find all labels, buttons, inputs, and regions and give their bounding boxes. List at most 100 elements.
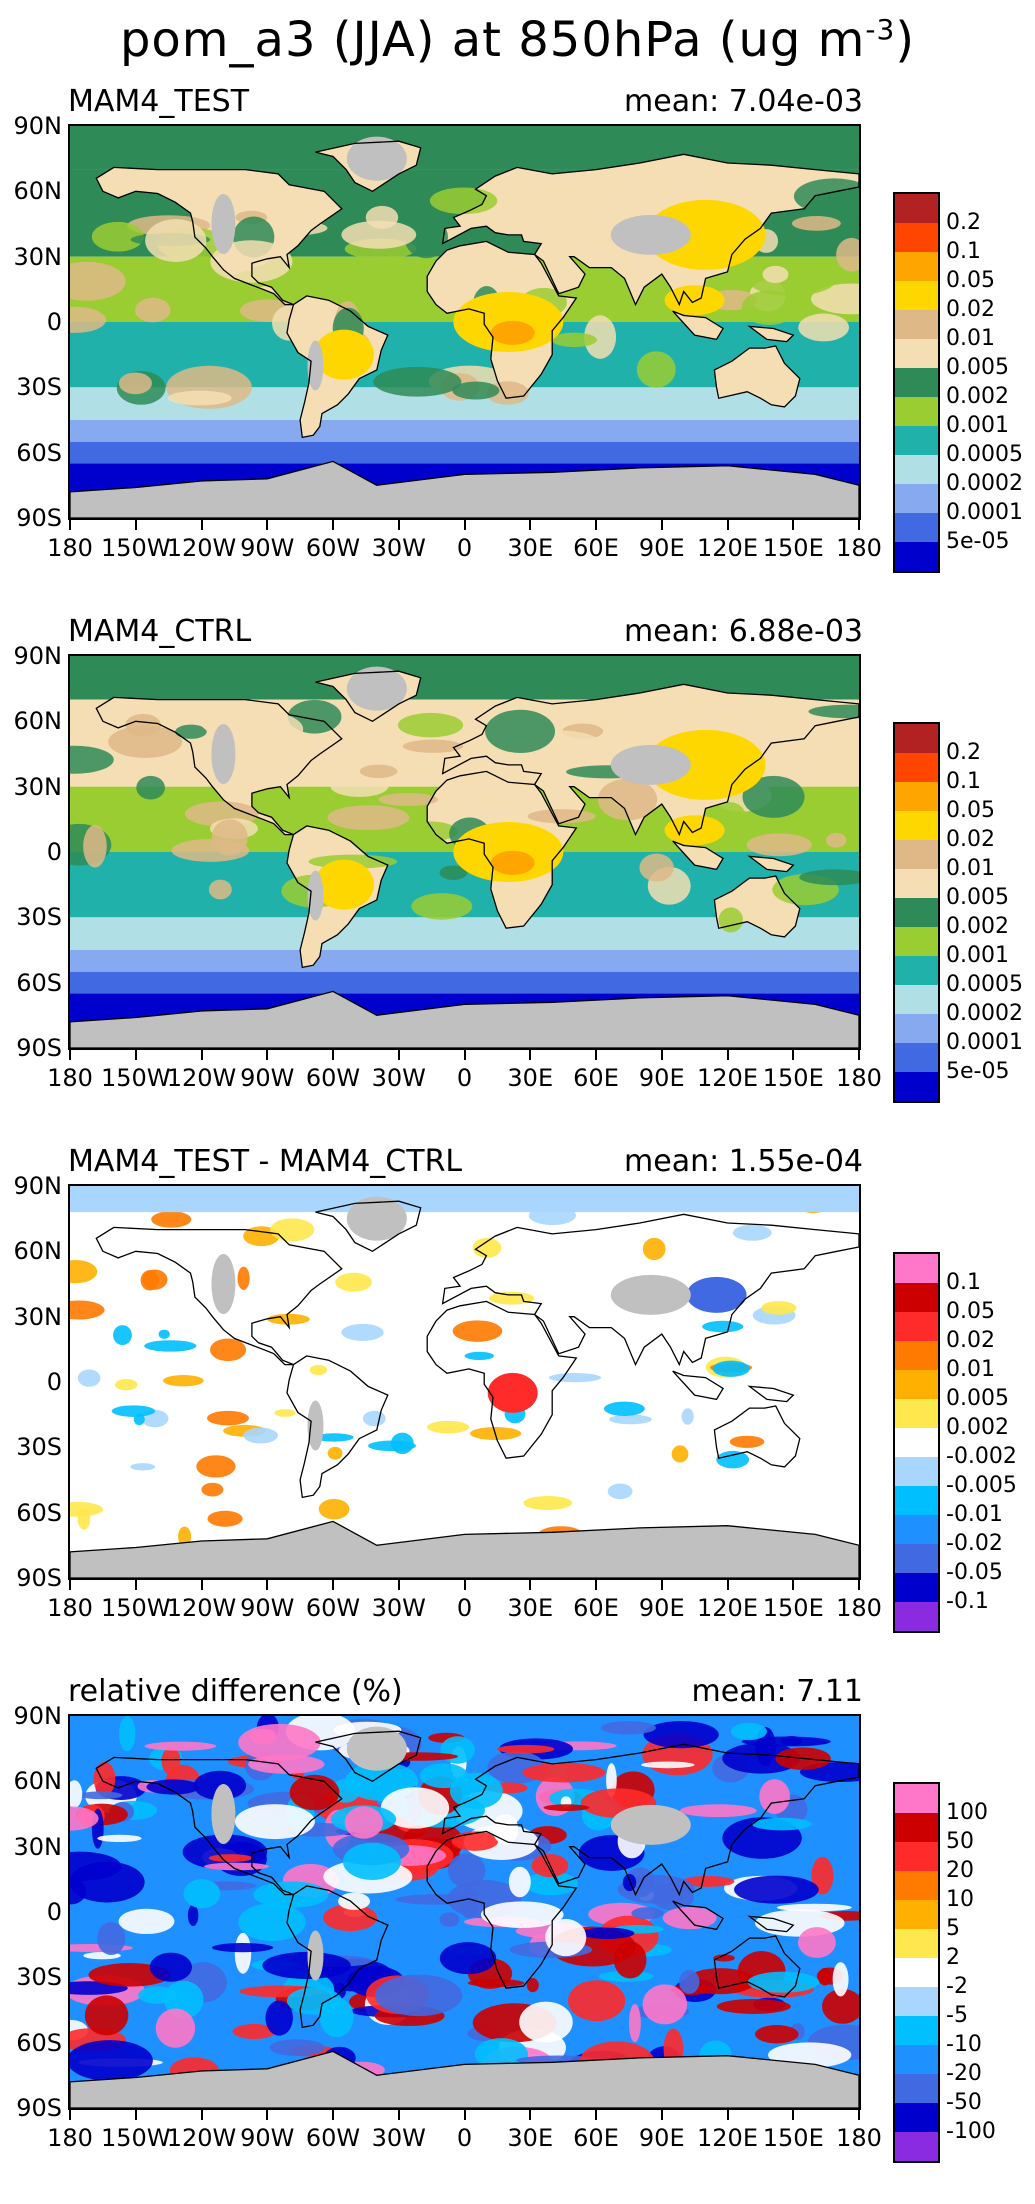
colorbar-swatch <box>895 898 938 927</box>
lon-tick-label: 90E <box>638 1064 685 1092</box>
lon-tick-label: 150E <box>762 2124 824 2152</box>
colorbar-label: 0.2 <box>946 740 981 765</box>
lon-tick-mark <box>134 1050 137 1060</box>
colorbar-label: -50 <box>946 2090 982 2115</box>
lon-tick-label: 60E <box>573 1594 619 1622</box>
colorbar-label: -100 <box>946 2119 996 2144</box>
colorbar-label: -20 <box>946 2061 982 2086</box>
colorbar-label: 5 <box>946 1916 960 1941</box>
colorbar-swatch <box>895 1428 938 1457</box>
lon-tick-mark <box>134 2110 137 2120</box>
lon-tick-mark <box>134 1580 137 1590</box>
lon-tick-mark <box>200 2110 203 2120</box>
lat-tick-label: 90N <box>13 1702 63 1730</box>
lon-tick-mark <box>726 1050 729 1060</box>
colorbar-swatch <box>895 368 938 397</box>
lat-tick-label: 60N <box>13 177 63 206</box>
colorbar <box>893 1782 940 2163</box>
colorbar-label: 0.005 <box>946 1386 1009 1411</box>
colorbar-label: 0.0001 <box>946 500 1023 525</box>
lon-tick-label: 30W <box>371 1064 426 1092</box>
lon-tick-label: 0 <box>456 1594 473 1622</box>
lon-tick-label: 90W <box>240 1594 295 1622</box>
colorbar-swatch <box>895 1987 938 2016</box>
lat-tick-label: 0 <box>46 1368 62 1396</box>
lon-tick-label: 180 <box>836 1594 882 1622</box>
lon-tick-mark <box>200 520 203 530</box>
lon-tick-mark <box>332 1050 334 1060</box>
colorbar-swatch <box>895 2132 938 2161</box>
lat-tick-label: 30N <box>13 1832 63 1861</box>
lon-tick-label: 120E <box>697 1064 758 1092</box>
lon-tick-label: 90E <box>638 2124 685 2152</box>
map-plot <box>68 654 861 1050</box>
lon-tick-label: 0 <box>456 1064 473 1092</box>
lon-tick-mark <box>660 2110 663 2120</box>
lon-tick-mark <box>69 2110 71 2120</box>
lon-tick-mark <box>726 520 729 530</box>
colorbar-swatch <box>895 1871 938 1900</box>
map-panel-4: relative difference (%) mean: 7.11 90N 60N 3… <box>0 1674 1035 2204</box>
colorbar-label: 0.0002 <box>946 471 1023 496</box>
colorbar-label: 0.001 <box>946 413 1009 438</box>
lat-tick-label: 30S <box>16 1963 62 1992</box>
panel-label: relative difference (%) <box>68 1674 403 1709</box>
lon-tick-label: 120E <box>697 2124 758 2152</box>
lon-tick-label: 120W <box>166 1594 237 1622</box>
colorbar-swatch <box>895 2045 938 2074</box>
colorbar-label: -10 <box>946 2032 982 2057</box>
colorbar-label: 0.01 <box>946 326 995 351</box>
lon-tick-mark <box>266 1050 269 1060</box>
lat-tick-label: 90N <box>13 112 63 140</box>
lat-tick-label: 60N <box>13 1237 63 1266</box>
colorbar-swatch <box>895 2103 938 2132</box>
colorbar-label: 0.05 <box>946 1299 995 1324</box>
lon-tick-mark <box>397 520 400 530</box>
colorbar <box>893 1252 940 1633</box>
lat-tick-label: 30N <box>13 242 63 271</box>
colorbar-swatch <box>895 542 938 571</box>
colorbar-label: 0.002 <box>946 914 1009 939</box>
map-plot <box>68 124 861 520</box>
colorbar-label: 100 <box>946 1800 988 1825</box>
lon-tick-mark <box>332 520 334 530</box>
colorbar-label: 0.1 <box>946 769 981 794</box>
lon-tick-mark <box>660 520 663 530</box>
colorbar-label: 0.005 <box>946 885 1009 910</box>
colorbar-swatch <box>895 339 938 368</box>
lon-tick-mark <box>266 1580 269 1590</box>
lat-tick-label: 30N <box>13 772 63 801</box>
lon-tick-label: 180 <box>836 2124 882 2152</box>
colorbar-label: 0.002 <box>946 384 1009 409</box>
lon-tick-label: 180 <box>836 534 882 562</box>
lon-tick-label: 150E <box>762 1594 824 1622</box>
colorbar-swatch <box>895 1544 938 1573</box>
colorbar-label: 50 <box>946 1829 974 1854</box>
lon-tick-label: 90E <box>638 534 685 562</box>
lat-tick-label: 60S <box>16 2028 62 2057</box>
colorbar-label: 20 <box>946 1858 974 1883</box>
lon-tick-mark <box>595 520 597 530</box>
colorbar-label: -0.002 <box>946 1444 1017 1469</box>
lon-tick-mark <box>529 1050 532 1060</box>
colorbar-swatch <box>895 1312 938 1341</box>
colorbar-label: -0.01 <box>946 1502 1003 1527</box>
lon-tick-label: 90W <box>240 1064 295 1092</box>
panel-mean: mean: 7.11 <box>691 1674 863 1709</box>
lon-tick-label: 0 <box>456 2124 473 2152</box>
lon-tick-mark <box>858 520 860 530</box>
colorbar-label: 0.002 <box>946 1415 1009 1440</box>
lon-tick-label: 180 <box>47 1594 93 1622</box>
lat-tick-label: 30N <box>13 1302 63 1331</box>
lon-tick-mark <box>726 2110 729 2120</box>
colorbar-label: 0.0005 <box>946 442 1023 467</box>
lat-tick-label: 30S <box>16 1433 62 1462</box>
lon-tick-mark <box>595 1580 597 1590</box>
lon-tick-mark <box>266 520 269 530</box>
lon-tick-label: 150W <box>100 1594 171 1622</box>
colorbar-swatch <box>895 1842 938 1871</box>
map-canvas <box>70 1716 859 2108</box>
lon-tick-label: 150W <box>100 534 171 562</box>
lon-tick-label: 30W <box>371 1594 426 1622</box>
colorbar-label: 0.01 <box>946 1357 995 1382</box>
